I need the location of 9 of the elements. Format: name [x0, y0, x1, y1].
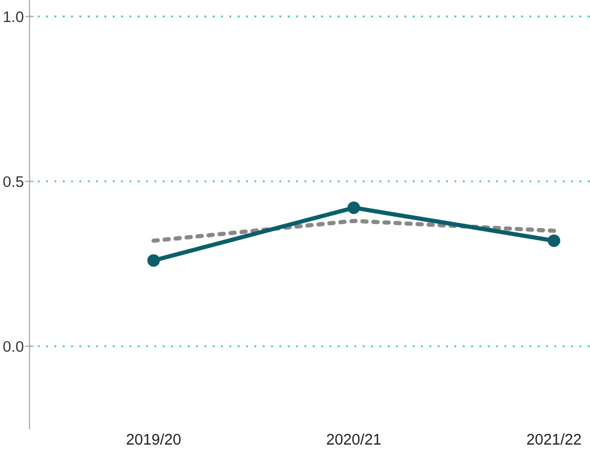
point — [348, 201, 360, 214]
x-tick-label: 2019/20 — [126, 434, 181, 445]
x-tick-label: 2021/22 — [527, 434, 581, 445]
x-tick-label: 2020/21 — [326, 434, 381, 445]
y-tick-label: 0.0 — [3, 341, 24, 352]
y-tick-label: 1.0 — [4, 11, 24, 22]
y-tick-label: 0.5 — [3, 176, 24, 188]
point — [147, 254, 160, 267]
point — [548, 234, 560, 247]
